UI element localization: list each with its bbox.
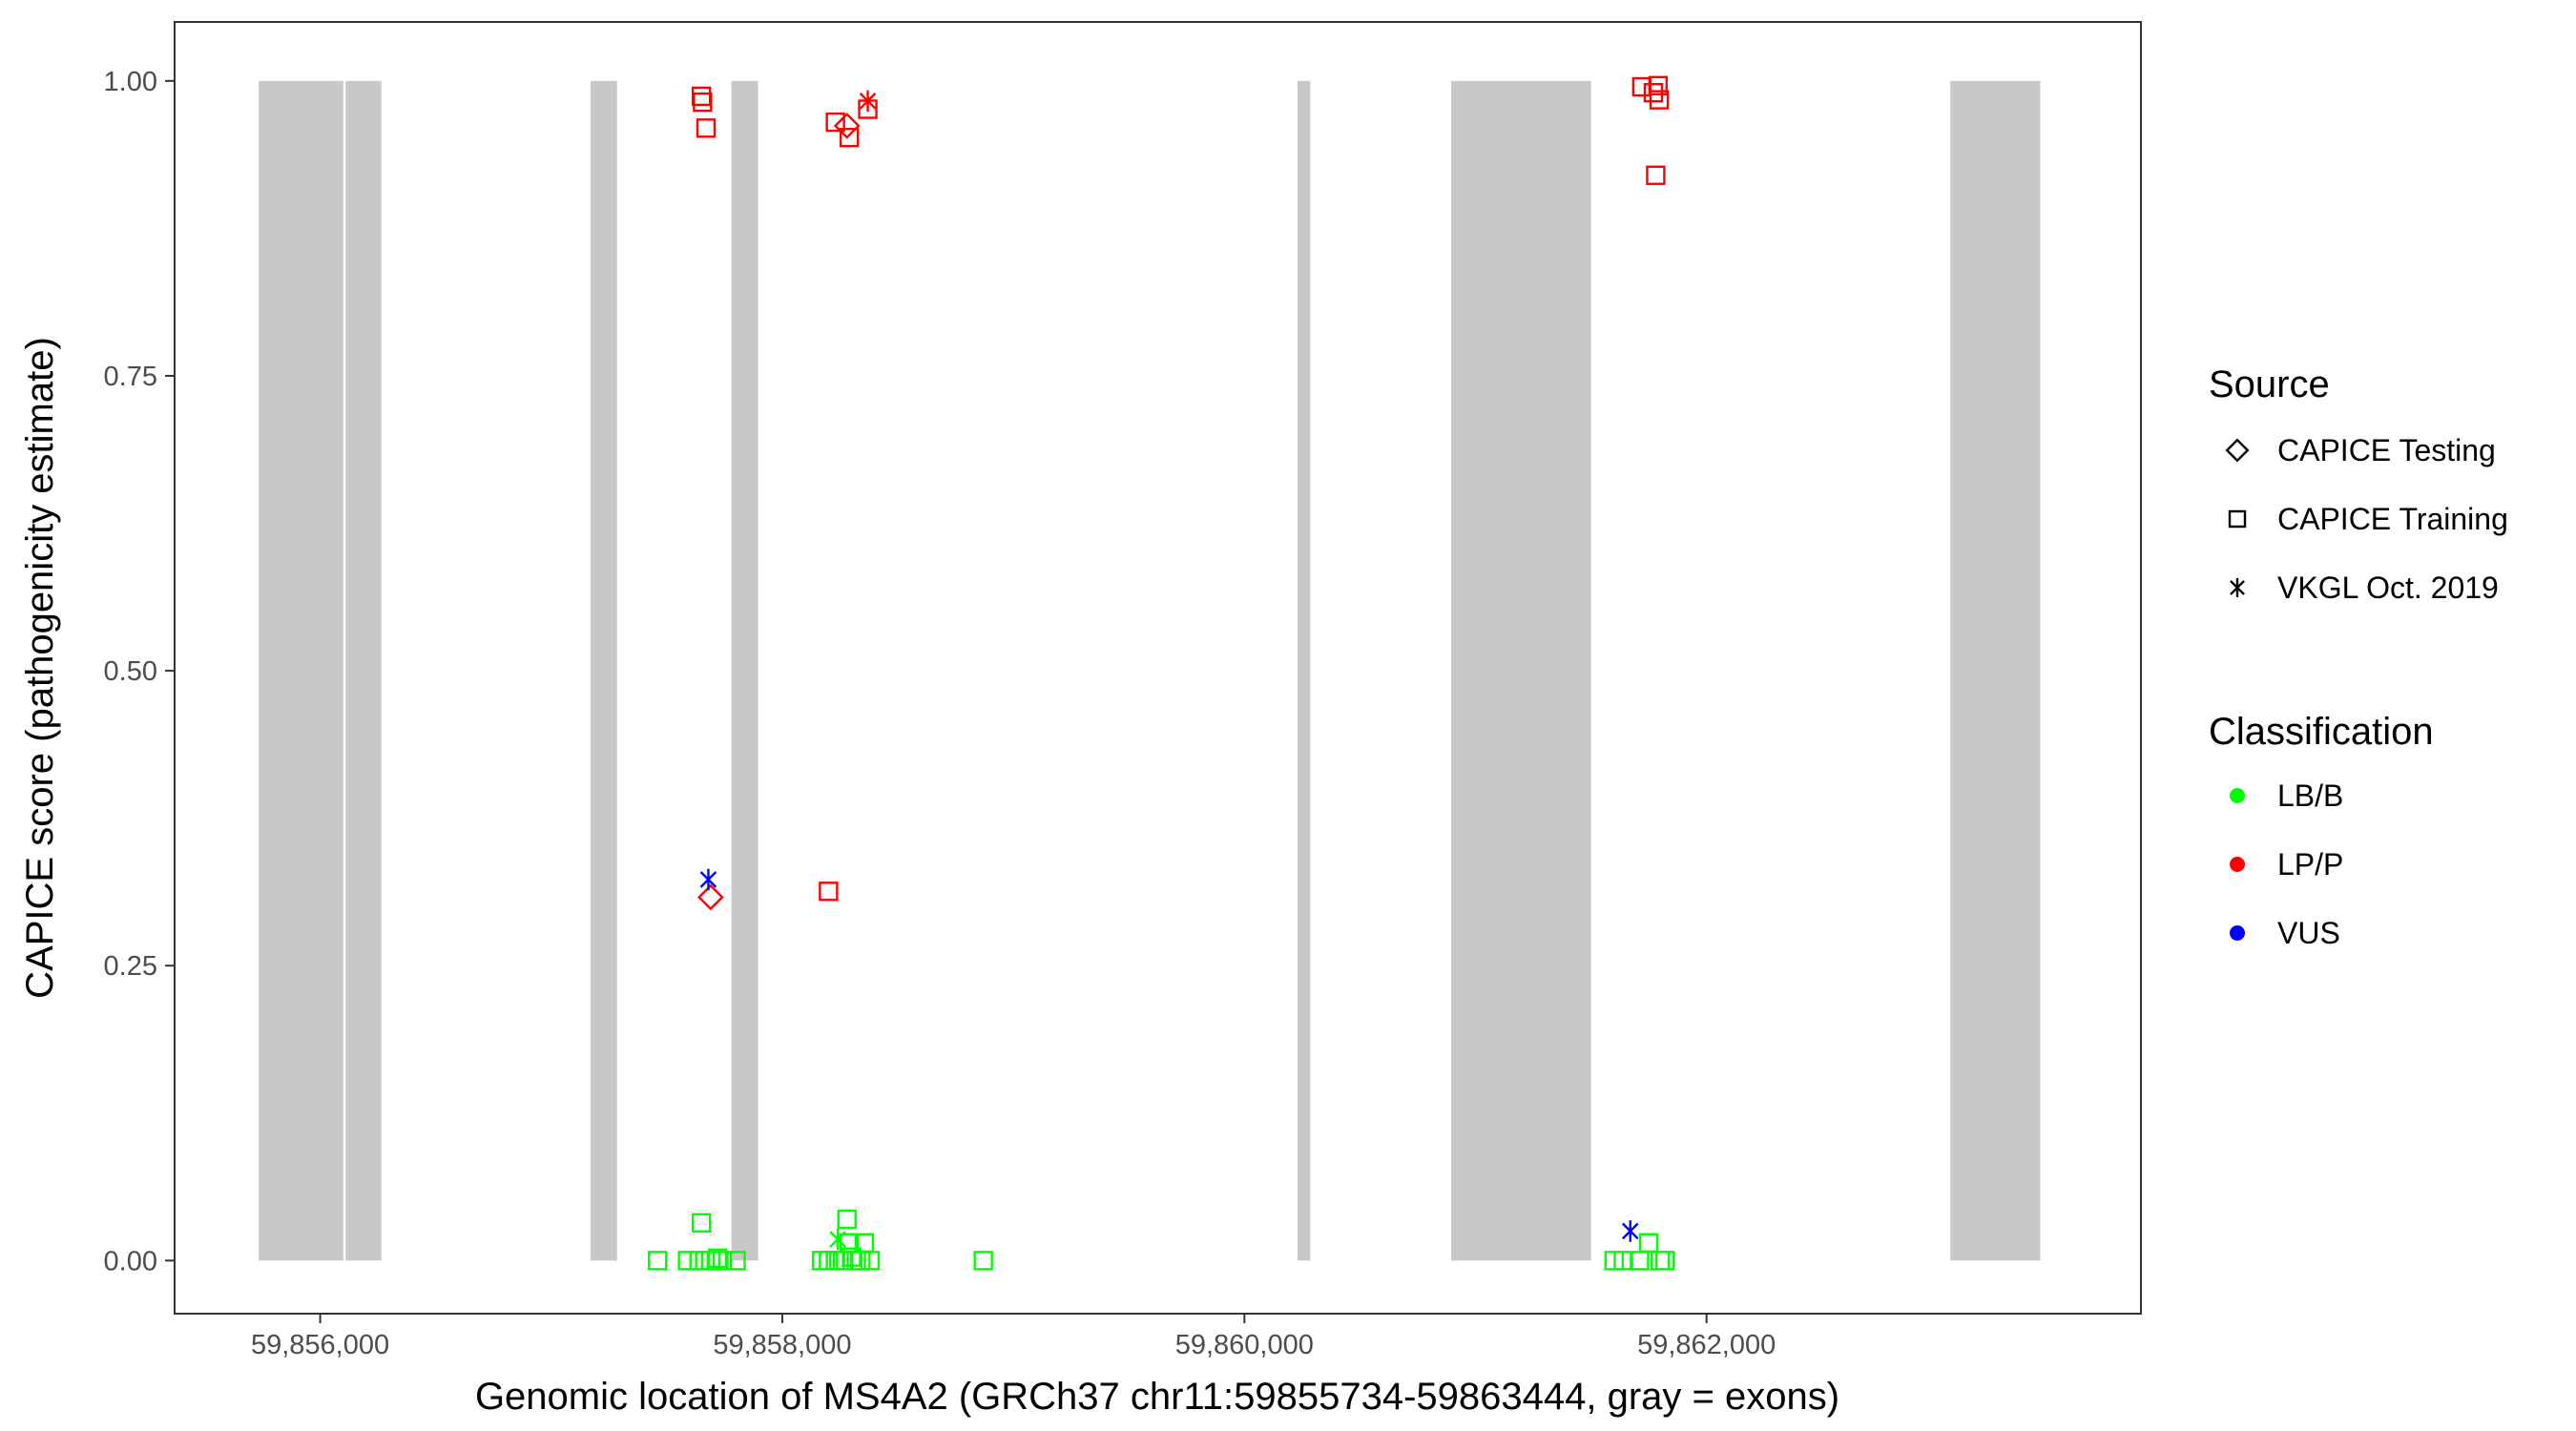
legend-key-diamond bbox=[2225, 438, 2250, 463]
legend-source: Source CAPICE Testing CAPICE Training VKGL… bbox=[2209, 363, 2508, 605]
data-point-diamond-LPP-1 bbox=[833, 112, 861, 139]
data-point-square-LBB-3 bbox=[689, 1251, 709, 1271]
data-point-square-LBB-1 bbox=[647, 1251, 668, 1271]
exon-band-5 bbox=[1298, 80, 1311, 1261]
y-axis: 0.00 0.25 0.50 0.75 1.00 bbox=[104, 67, 175, 1276]
data-point-square-LBB-6 bbox=[707, 1248, 728, 1269]
data-point-square-LBB-2 bbox=[677, 1251, 697, 1271]
data-point-square-LBB-26 bbox=[1654, 1251, 1675, 1271]
data-point-square-LBB-4 bbox=[691, 1213, 712, 1233]
exon-band-4 bbox=[731, 80, 758, 1261]
data-point-square-LBB-20 bbox=[973, 1251, 993, 1271]
data-point-square-LPP-7 bbox=[819, 881, 839, 902]
x-axis-title: Genomic location of MS4A2 (GRCh37 chr11:… bbox=[475, 1376, 1839, 1418]
plot-panel-border bbox=[174, 21, 2142, 1315]
y-axis-title: CAPICE score (pathogenicity estimate) bbox=[19, 337, 61, 999]
exon-band-7 bbox=[1950, 80, 2041, 1261]
data-point-square-LBB-13 bbox=[837, 1209, 857, 1230]
legend-key-dot bbox=[2230, 925, 2245, 941]
legend-key-dot bbox=[2230, 857, 2245, 872]
data-point-asterisk-VUS-2 bbox=[1621, 1220, 1639, 1242]
exon-band-3 bbox=[590, 80, 617, 1261]
legend-key-asterisk bbox=[2230, 578, 2245, 597]
exon-band-1 bbox=[259, 80, 343, 1261]
legend-key-square bbox=[2228, 509, 2247, 529]
x-tick-label: 59,862,000 bbox=[1637, 1330, 1776, 1360]
legend-classification-title: Classification bbox=[2209, 711, 2434, 753]
data-point-diamond-LPP-2 bbox=[697, 883, 724, 911]
legend-source-label: VKGL Oct. 2019 bbox=[2277, 570, 2499, 605]
legend-source-title: Source bbox=[2209, 363, 2330, 405]
data-point-square-LPP-4 bbox=[825, 112, 845, 133]
exon-band-6 bbox=[1451, 80, 1591, 1261]
data-point-square-LPP-10 bbox=[1648, 75, 1669, 95]
x-tick-label: 59,856,000 bbox=[251, 1330, 389, 1360]
legend-classification-label: VUS bbox=[2277, 916, 2340, 950]
legend-source-label: CAPICE Training bbox=[2277, 502, 2508, 536]
x-tick-label: 59,858,000 bbox=[713, 1330, 851, 1360]
data-point-asterisk-VUS-1 bbox=[699, 868, 717, 891]
x-tick-label: 59,860,000 bbox=[1175, 1330, 1314, 1360]
data-point-square-LPP-1 bbox=[691, 86, 712, 107]
legend-classification-label: LP/P bbox=[2277, 847, 2343, 881]
exon-band-2 bbox=[345, 80, 382, 1261]
x-axis: 59,856,000 59,858,000 59,860,000 59,862,000 bbox=[251, 1314, 1776, 1360]
y-tick-label: 0.00 bbox=[104, 1246, 157, 1276]
data-point-asterisk-LPP-1 bbox=[859, 90, 877, 113]
data-point-square-LPP-8 bbox=[1631, 76, 1652, 97]
legend-key-dot bbox=[2230, 788, 2245, 803]
data-point-square-LPP-9 bbox=[1643, 82, 1664, 103]
data-point-square-LBB-19 bbox=[860, 1251, 881, 1271]
data-point-square-LPP-12 bbox=[1646, 165, 1666, 185]
data-point-square-LPP-5 bbox=[839, 127, 860, 148]
data-point-square-LBB-23 bbox=[1630, 1251, 1650, 1271]
data-point-square-LPP-11 bbox=[1649, 90, 1670, 110]
legend-classification-label: LB/B bbox=[2277, 778, 2343, 813]
data-point-square-LBB-5 bbox=[700, 1251, 721, 1271]
point-layer bbox=[647, 75, 1675, 1271]
data-point-square-LBB-25 bbox=[1651, 1251, 1671, 1271]
data-point-square-LBB-8 bbox=[726, 1251, 746, 1271]
data-point-asterisk-LBB-1 bbox=[829, 1228, 846, 1251]
data-point-square-LPP-2 bbox=[693, 92, 713, 113]
exon-layer bbox=[259, 80, 2041, 1261]
data-point-square-LBB-24 bbox=[1638, 1233, 1659, 1254]
data-point-square-LPP-3 bbox=[696, 118, 717, 138]
data-point-square-LBB-7 bbox=[712, 1251, 733, 1271]
y-tick-label: 0.75 bbox=[104, 362, 157, 392]
legend-classification: Classification LB/B LP/P VUS bbox=[2209, 711, 2434, 950]
legend-source-label: CAPICE Testing bbox=[2277, 433, 2496, 467]
y-tick-label: 0.50 bbox=[104, 656, 157, 687]
y-tick-label: 1.00 bbox=[104, 67, 157, 97]
y-tick-label: 0.25 bbox=[104, 951, 157, 982]
